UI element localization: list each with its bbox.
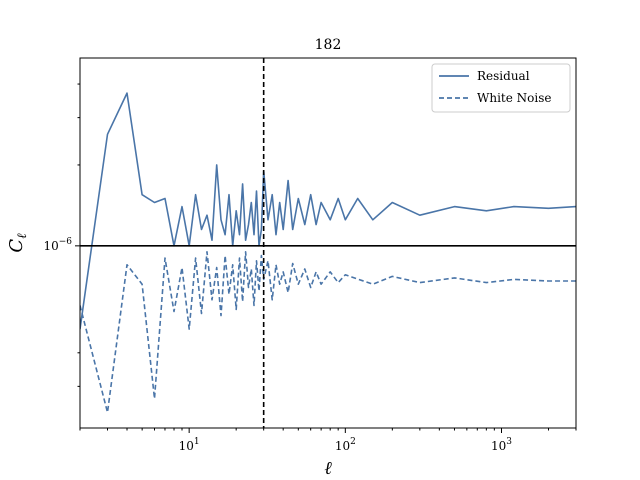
plot-frame [79,57,577,429]
series-line-white-noise [80,251,576,414]
y-axis-label: Cℓ [6,233,30,253]
svg-text:Cℓ: Cℓ [6,233,30,253]
plot-area [80,58,576,428]
x-tick-label: 101 [179,437,200,453]
legend-label-white-noise: White Noise [477,91,551,105]
x-axis-label: ℓ [324,458,332,479]
y-tick-label: 10−6 [43,237,72,253]
legend-label-residual: Residual [477,69,530,83]
x-tick-label: 102 [335,437,356,453]
series-line-residual [80,92,576,330]
chart-title: 182 [315,37,342,53]
x-tick-label: 103 [491,437,512,453]
legend: Residual White Noise [431,63,571,113]
